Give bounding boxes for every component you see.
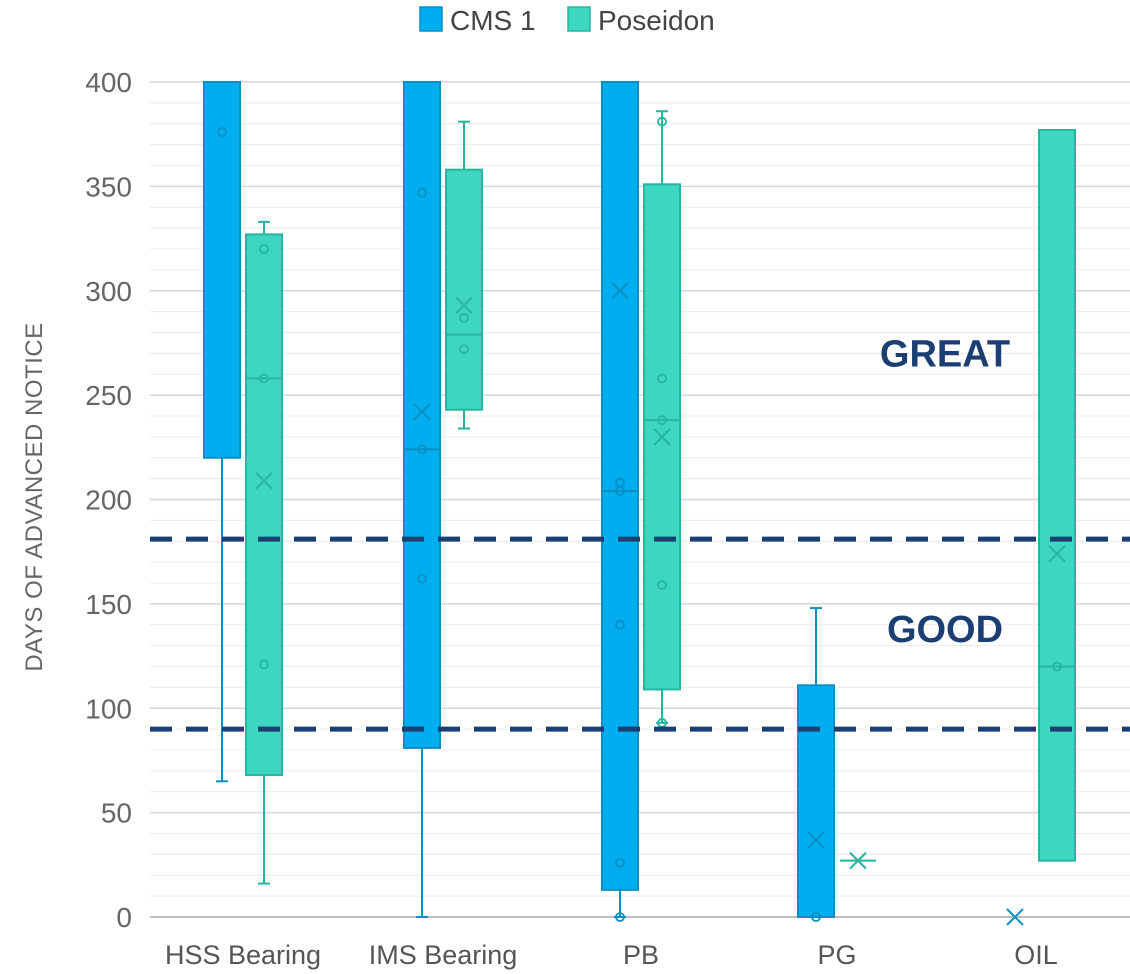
box [445, 168, 483, 411]
legend-swatch-poseidon [567, 6, 591, 32]
box-group [643, 110, 681, 728]
y-tick-label: 300 [85, 276, 132, 307]
data-point [657, 116, 667, 127]
box-group [245, 220, 283, 885]
x-category-label: IMS Bearing [369, 940, 518, 970]
data-point [259, 659, 269, 670]
mean-marker [1006, 908, 1024, 926]
y-axis-label: DAYS OF ADVANCED NOTICE [21, 322, 48, 671]
legend-label-poseidon: Poseidon [598, 5, 715, 36]
mean-marker [807, 831, 825, 849]
box-group [1006, 908, 1024, 926]
data-point [615, 486, 625, 497]
zone-label: GOOD [887, 609, 1003, 651]
mean-marker [413, 403, 431, 421]
data-point [417, 187, 427, 198]
box [797, 684, 835, 918]
box-group [797, 607, 835, 922]
y-axis-ticks: 0 50 100 150 200 250 300 350 400 [85, 67, 132, 933]
x-category-label: HSS Bearing [165, 940, 321, 970]
box-group [445, 120, 483, 430]
data-point [417, 573, 427, 584]
data-point [259, 373, 269, 384]
data-point [657, 373, 667, 384]
mean-marker [255, 472, 273, 490]
data-point [615, 619, 625, 630]
y-tick-label: 0 [116, 902, 132, 933]
box-group [403, 81, 441, 918]
box-group [1038, 129, 1076, 862]
data-point [657, 580, 667, 590]
box-group [601, 81, 639, 922]
y-tick-label: 100 [85, 693, 132, 724]
data-point [1052, 661, 1062, 672]
data-point [615, 857, 625, 868]
box-group [203, 81, 241, 783]
mean-marker [1048, 545, 1066, 563]
data-point [811, 912, 821, 922]
x-category-label: PB [623, 940, 659, 970]
box [203, 81, 241, 459]
data-point [615, 912, 625, 922]
mean-marker [455, 296, 473, 315]
y-tick-label: 150 [85, 589, 132, 620]
zone-label: GREAT [880, 333, 1010, 375]
y-tick-label: 50 [101, 798, 132, 829]
box [601, 81, 639, 891]
box [1038, 129, 1076, 862]
reference-lines [150, 536, 1130, 732]
data-point [217, 127, 227, 138]
data-point [417, 444, 427, 455]
boxes [203, 81, 1076, 926]
data-point [459, 312, 469, 323]
zone-annotations: GREAT GOOD [880, 333, 1010, 651]
x-category-label: PG [817, 940, 856, 970]
data-point [657, 415, 667, 426]
box [245, 233, 283, 777]
legend-label-cms1: CMS 1 [450, 5, 536, 36]
legend-swatch-cms1 [419, 6, 443, 32]
data-point [459, 344, 469, 355]
gridlines [150, 81, 1130, 918]
legend: CMS 1 Poseidon [419, 5, 715, 36]
y-tick-label: 350 [85, 171, 132, 202]
x-category-label: OIL [1014, 940, 1058, 970]
data-point [259, 244, 269, 254]
mean-marker [611, 282, 629, 300]
y-tick-label: 200 [85, 485, 132, 516]
mean-marker [849, 851, 867, 870]
box-group [840, 851, 876, 870]
box [403, 81, 441, 749]
y-tick-label: 250 [85, 380, 132, 411]
y-tick-label: 400 [85, 67, 132, 98]
x-axis-categories: HSS Bearing IMS Bearing PB PG OIL [165, 940, 1058, 970]
mean-marker [653, 428, 671, 446]
